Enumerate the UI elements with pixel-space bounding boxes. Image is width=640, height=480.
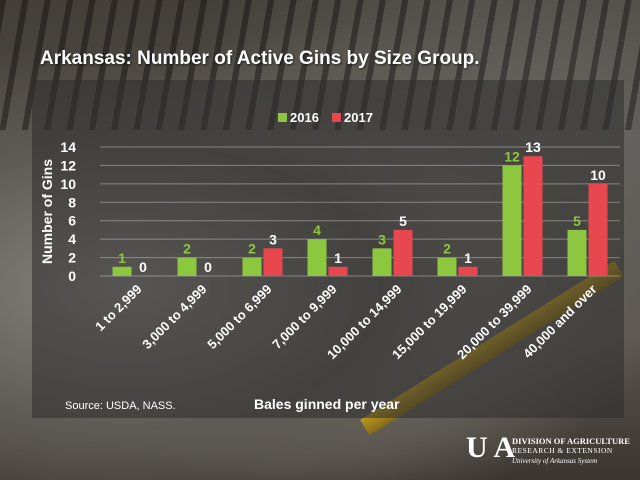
data-label-2016: 2 (183, 241, 191, 257)
x-tick-label: 5,000 to 6,999 (204, 282, 274, 352)
data-label-2016: 12 (504, 148, 520, 164)
bar-2017 (328, 266, 348, 276)
bar-2016 (437, 257, 457, 276)
x-axis-label: Bales ginned per year (254, 396, 400, 412)
y-tick-label: 8 (68, 194, 76, 210)
data-label-2017: 0 (139, 259, 147, 275)
bar-2016 (242, 257, 262, 276)
logo-text: DIVISION OF AGRICULTURE RESEARCH & EXTEN… (512, 436, 630, 466)
data-label-2016: 5 (573, 213, 581, 229)
data-label-2016: 2 (248, 241, 256, 257)
bar-2017 (523, 156, 543, 276)
x-tick-label: 7,000 to 9,999 (269, 282, 339, 352)
data-label-2017: 1 (334, 250, 342, 266)
legend-label-2016: 2016 (290, 110, 319, 125)
y-tick-label: 6 (68, 213, 76, 229)
y-tick-label: 4 (68, 231, 76, 247)
data-label-2017: 13 (525, 139, 541, 155)
bar-2017 (458, 266, 478, 276)
data-label-2016: 3 (378, 231, 386, 247)
bar-2016 (567, 229, 587, 276)
data-label-2017: 0 (204, 259, 212, 275)
bar-2016 (372, 248, 392, 276)
x-tick-label: 3,000 to 4,999 (139, 282, 209, 352)
data-label-2017: 1 (464, 250, 472, 266)
chart-title: Arkansas: Number of Active Gins by Size … (40, 48, 480, 69)
data-label-2016: 2 (443, 241, 451, 257)
logo-line2: RESEARCH & EXTENSION (512, 446, 613, 455)
source-note: Source: USDA, NASS. (65, 400, 176, 412)
y-tick-label: 14 (60, 139, 76, 155)
bar-2016 (112, 266, 132, 276)
y-tick-label: 0 (68, 268, 76, 284)
logo-mark: U A (466, 431, 516, 464)
uada-logo: U A DIVISION OF AGRICULTURE RESEARCH & E… (466, 432, 636, 472)
bar-2017 (588, 183, 608, 276)
data-label-2017: 3 (269, 231, 277, 247)
legend-swatch-2017 (332, 113, 341, 122)
logo-line3: University of Arkansas System (512, 457, 598, 465)
data-label-2017: 10 (590, 167, 606, 183)
bar-2017 (263, 248, 283, 276)
bar-2016 (177, 257, 197, 276)
legend-label-2017: 2017 (344, 110, 373, 125)
y-tick-label: 10 (60, 176, 76, 192)
data-label-2016: 4 (313, 222, 321, 238)
bar-2016 (307, 239, 327, 276)
legend-swatch-2016 (278, 113, 287, 122)
y-tick-label: 12 (60, 157, 76, 173)
bar-2017 (393, 229, 413, 276)
x-tick-label: 1 to 2,999 (92, 282, 145, 335)
data-label-2016: 1 (118, 250, 126, 266)
bar-2016 (502, 165, 522, 276)
y-axis-label: Number of Gins (39, 159, 55, 264)
logo-line1: DIVISION OF AGRICULTURE (512, 436, 630, 446)
data-label-2017: 5 (399, 213, 407, 229)
y-tick-label: 2 (68, 250, 76, 266)
